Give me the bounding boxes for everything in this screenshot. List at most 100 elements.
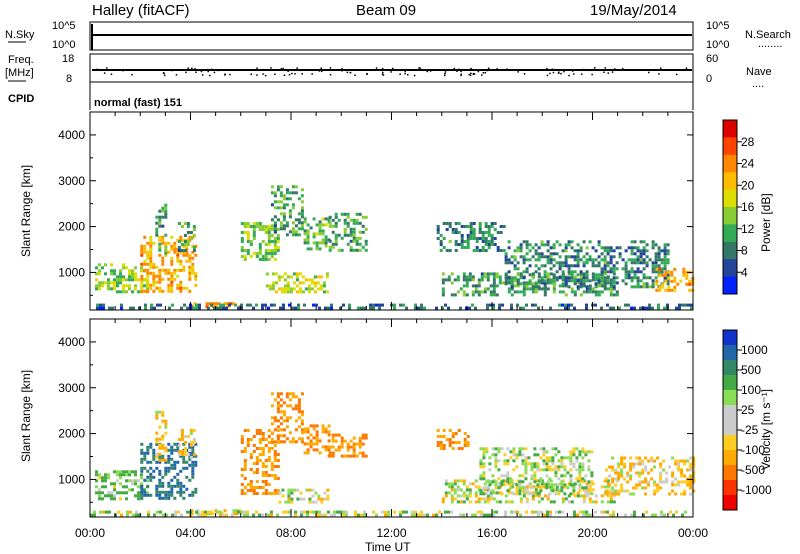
colorbar-segment — [723, 189, 737, 208]
echo-cell — [611, 477, 615, 481]
echo-cell — [243, 255, 247, 258]
echo-cell — [496, 231, 500, 234]
echo-cell — [204, 510, 207, 514]
echo-cell — [290, 497, 294, 501]
echo-cell — [252, 462, 256, 465]
echo-cell — [291, 221, 295, 225]
echo-cell — [606, 281, 610, 285]
echo-cell — [533, 480, 537, 484]
echo-cell — [152, 265, 156, 269]
echo-cell — [143, 493, 147, 497]
echo-cell — [608, 483, 612, 487]
echo-cell — [243, 258, 247, 261]
echo-cell — [504, 273, 508, 277]
echo-cell — [439, 447, 443, 450]
echo-cell — [572, 447, 576, 451]
echo-cell — [354, 513, 357, 517]
echo-cell — [179, 283, 183, 287]
echo-cell — [167, 469, 171, 473]
echo-cell — [294, 306, 297, 310]
echo-cell — [119, 476, 122, 480]
freq-dot — [329, 73, 332, 76]
echo-cell — [570, 290, 574, 294]
freq-dot — [256, 67, 258, 69]
echo-cell — [689, 480, 693, 484]
echo-cell — [466, 240, 470, 243]
echo-cell — [204, 513, 207, 517]
echo-cell — [140, 457, 144, 461]
echo-cell — [639, 249, 643, 253]
echo-cell — [158, 446, 162, 450]
echo-cell — [104, 485, 107, 489]
echo-cell — [158, 209, 162, 213]
echo-cell — [152, 241, 156, 245]
echo-cell — [326, 497, 330, 501]
echo-cell — [273, 450, 277, 453]
echo-cell — [402, 303, 405, 307]
echo-cell — [170, 283, 174, 287]
echo-cell — [252, 234, 256, 237]
echo-cell — [417, 306, 420, 310]
echo-cell — [576, 285, 580, 289]
echo-cell — [420, 306, 423, 310]
echo-cell — [261, 486, 265, 489]
echo-cell — [569, 453, 573, 457]
echo-cell — [509, 477, 513, 481]
echo-cell — [176, 286, 180, 290]
echo-cell — [645, 249, 649, 253]
echo-cell — [630, 306, 633, 310]
echo-cell — [321, 217, 325, 221]
echo-cell — [280, 290, 284, 294]
echo-cell — [303, 232, 307, 236]
echo-cell — [576, 264, 580, 268]
echo-cell — [471, 303, 474, 307]
echo-cell — [603, 246, 607, 250]
echo-cell — [264, 474, 268, 477]
echo-cell — [597, 276, 601, 280]
echo-cell — [689, 492, 693, 496]
echo-cell — [164, 425, 168, 429]
echo-cell — [122, 266, 125, 270]
echo-cell — [522, 284, 526, 288]
echo-cell — [680, 492, 684, 496]
echo-cell — [655, 267, 659, 271]
echo-cell — [623, 462, 627, 466]
echo-cell — [492, 278, 496, 282]
echo-cell — [334, 439, 338, 443]
echo-cell — [603, 258, 607, 262]
echo-cell — [107, 491, 110, 495]
echo-cell — [558, 243, 562, 247]
echo-cell — [567, 243, 571, 247]
echo-cell — [555, 485, 559, 489]
freq-dot — [296, 67, 298, 69]
echo-cell — [223, 509, 227, 513]
echo-cell — [147, 513, 150, 517]
echo-cell — [152, 271, 156, 275]
echo-cell — [119, 473, 122, 477]
echo-cell — [291, 306, 294, 310]
echo-cell — [554, 465, 558, 469]
echo-cell — [441, 500, 445, 504]
echo-cell — [609, 513, 612, 517]
echo-cell — [558, 284, 562, 288]
echo-cell — [276, 434, 280, 438]
echo-cell — [629, 474, 633, 478]
echo-cell — [219, 510, 222, 514]
echo-cell — [340, 439, 344, 443]
echo-cell — [479, 474, 483, 478]
echo-cell — [156, 303, 159, 307]
echo-cell — [240, 231, 244, 234]
echo-cell — [173, 448, 177, 452]
echo-cell — [578, 462, 582, 466]
echo-cell — [447, 306, 450, 310]
echo-cell — [630, 246, 634, 250]
echo-cell — [615, 293, 619, 297]
echo-cell — [95, 287, 98, 291]
echo-cell — [483, 513, 486, 517]
echo-cell — [246, 513, 249, 517]
echo-cell — [98, 476, 101, 480]
freq-dot — [163, 72, 165, 75]
echo-cell — [566, 486, 570, 490]
echo-cell — [561, 249, 565, 253]
echo-cell — [285, 224, 289, 228]
